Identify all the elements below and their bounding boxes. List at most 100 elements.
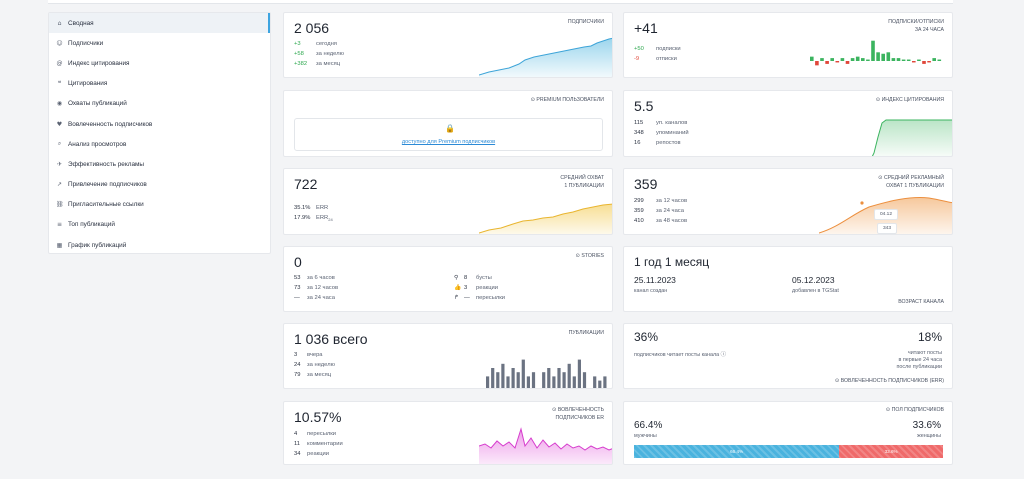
subs-bar <box>896 58 901 61</box>
publication-bar <box>593 376 597 388</box>
reposts-value: 16 <box>634 140 641 147</box>
sidebar-item-0[interactable]: ⌂ Сводная <box>49 13 270 34</box>
trend-icon: ↗ <box>56 181 63 189</box>
sidebar-item-2[interactable]: @ Индекс цитирования <box>49 53 270 73</box>
citation-tag-icon: ⊙ <box>875 97 881 103</box>
publication-bar <box>531 372 536 388</box>
added-label: добавлен в TGStat <box>792 288 839 294</box>
ad-24h-value: 359 <box>634 208 644 215</box>
subs-bar <box>881 53 885 61</box>
premium-tag-label: PREMIUM ПОЛЬЗОВАТЕЛИ <box>536 97 604 103</box>
sidebar-item-label: Вовлеченность подписчиков <box>68 120 153 128</box>
mentions-value: 348 <box>634 130 644 137</box>
card-engagement-er[interactable]: 10.57% ⊙ ВОВЛЕЧЕННОСТЬ ПОДПИСЧИКОВ ER 4 п… <box>283 401 613 465</box>
subs-bar <box>932 58 936 61</box>
publication-bar <box>567 363 571 388</box>
gender-bar: 66.4% 33.6% <box>634 445 943 458</box>
sidebar-item-label: Привлечение подписчиков <box>68 181 147 189</box>
subs-unsubs-value: +41 <box>634 20 658 36</box>
stat-week-label: за неделю <box>316 51 344 58</box>
sidebar-item-label: Эффективность рекламы <box>68 160 144 168</box>
pub-yesterday-label: вчера <box>307 352 323 358</box>
sidebar-item-11[interactable]: ▦ График публикаций <box>49 235 270 255</box>
sidebar-item-6[interactable]: ⌕ Анализ просмотров <box>49 134 270 154</box>
sidebar-item-10[interactable]: ≡ Топ публикаций <box>49 215 270 235</box>
err24-value: 17.9% <box>294 215 311 222</box>
gender-bar-female: 33.6% <box>839 445 943 458</box>
publication-bar <box>521 359 525 388</box>
publication-bar <box>572 376 576 388</box>
publication-bar <box>582 372 587 388</box>
sidebar-item-1[interactable]: ☺ Подписчики <box>49 33 270 53</box>
subs-bar <box>866 59 870 61</box>
quote-icon: ❝ <box>57 80 62 88</box>
sidebar-item-label: Анализ просмотров <box>68 140 127 148</box>
er-reactions-label: реакции <box>307 451 330 458</box>
er-comments-label: комментарии <box>307 441 343 448</box>
card-subscribers[interactable]: 2 056 ПОДПИСЧИКИ +3 сегодня +58 за неделю … <box>283 12 613 78</box>
sidebar-item-9[interactable]: ⛓ Пригласительные ссылки <box>49 195 270 215</box>
avg-reach-stats: 35.1% ERR 17.9% ERR24 <box>294 203 333 226</box>
created-label: канал создан <box>634 288 668 294</box>
subs-bar <box>820 58 824 61</box>
stories-24h-label: за 24 часа <box>307 295 335 302</box>
unsubscribed-label: отписки <box>656 56 677 63</box>
home-icon: ⌂ <box>57 19 62 27</box>
card-ad-reach[interactable]: 359 ⊙ СРЕДНИЙ РЕКЛАМНЫЙ ОХВАТ 1 ПУБЛИКАЦ… <box>623 168 953 235</box>
subscribers-value: 2 056 <box>294 20 330 36</box>
err-left-value: 36% <box>634 330 659 344</box>
reactions-value: 3 <box>464 285 468 292</box>
card-publications[interactable]: 1 036 всего ПУБЛИКАЦИИ 3 вчера 24 за недел… <box>283 323 613 389</box>
er-value: 10.57% <box>294 409 342 425</box>
card-stories[interactable]: 0 ⊙ STORIES 53 за 6 часов 73 за 12 часов —… <box>283 246 613 312</box>
publication-bar <box>491 368 495 388</box>
citation-stats: 115 уп. каналов 348 упоминаний 16 репостов <box>634 118 689 149</box>
age-value: 1 год 1 месяц <box>634 255 710 269</box>
info-icon[interactable]: ⓘ <box>720 352 727 358</box>
subs-bar <box>855 56 860 61</box>
card-citation-index[interactable]: 5.5 ⊙ ИНДЕКС ЦИТИРОВАНИЯ 115 уп. каналов … <box>623 90 953 157</box>
subs-bar <box>876 52 880 61</box>
er-forwards-value: 4 <box>294 431 298 437</box>
citation-value: 5.5 <box>634 98 654 114</box>
subscribers-tag: ПОДПИСЧИКИ <box>567 19 604 25</box>
publication-bar <box>603 376 607 388</box>
publication-bar <box>511 368 515 388</box>
card-gender[interactable]: ⊙ ПОЛ ПОДПИСЧИКОВ 66.4% мужчины 33.6% же… <box>623 401 953 465</box>
stories-tag-label: STORIES <box>581 253 604 259</box>
subs-bar <box>917 59 921 61</box>
stat-month-value: +382 <box>294 61 308 68</box>
male-label: мужчины <box>634 433 657 439</box>
premium-lock-box: 🔒 доступно для Premium подписчиков <box>294 118 603 151</box>
gender-bar-male: 66.4% <box>634 445 840 458</box>
sidebar-item-label: Подписчики <box>68 39 104 47</box>
premium-link[interactable]: доступно для Premium подписчиков <box>401 139 496 145</box>
sidebar-item-4[interactable]: ◉ Охваты публикаций <box>49 94 270 114</box>
err-right-value: 18% <box>917 330 942 344</box>
card-average-reach[interactable]: 722 СРЕДНИЙ ОХВАТ 1 ПУБЛИКАЦИИ 35.1% ERR … <box>283 168 613 235</box>
stories-24h-value: — <box>294 295 300 302</box>
ad-48h-value: 410 <box>634 218 644 225</box>
publication-bar <box>486 376 490 388</box>
sidebar-item-8[interactable]: ↗ Привлечение подписчиков <box>49 175 270 195</box>
subs-bar <box>840 58 845 61</box>
top-icon: ≡ <box>56 221 63 229</box>
search-icon: ⌕ <box>57 140 62 148</box>
ad-12h-label: за 12 часов <box>656 198 688 204</box>
publication-bar <box>562 372 566 388</box>
unsubscribed-value: -9 <box>634 56 640 63</box>
card-subs-unsubs[interactable]: +41 ПОДПИСКИ/ОТПИСКИ ЗА 24 ЧАСА +50 подпи… <box>623 12 953 78</box>
citation-area-chart <box>872 119 952 156</box>
card-channel-age[interactable]: 1 год 1 месяц 25.11.2023 канал создан 05… <box>623 246 953 312</box>
err-left-label: подписчиков читает посты канала ⓘ <box>634 350 726 358</box>
pub-week-label: за неделю <box>307 362 335 369</box>
sidebar-item-3[interactable]: ❝ Цитирования <box>49 74 270 94</box>
stories-12h-label: за 12 часов <box>307 285 339 292</box>
sidebar-item-7[interactable]: ✈ Эффективность рекламы <box>49 154 270 174</box>
ad-reach-tag-icon: ⊙ <box>878 175 883 181</box>
users-icon: ☺ <box>56 39 63 47</box>
card-engagement-err[interactable]: 36% 18% подписчиков читает посты канала … <box>623 323 953 389</box>
stories-6h-value: 53 <box>294 275 301 281</box>
err24-label-sub: 24 <box>328 217 333 223</box>
sidebar-item-5[interactable]: ♥ Вовлеченность подписчиков <box>49 114 270 134</box>
